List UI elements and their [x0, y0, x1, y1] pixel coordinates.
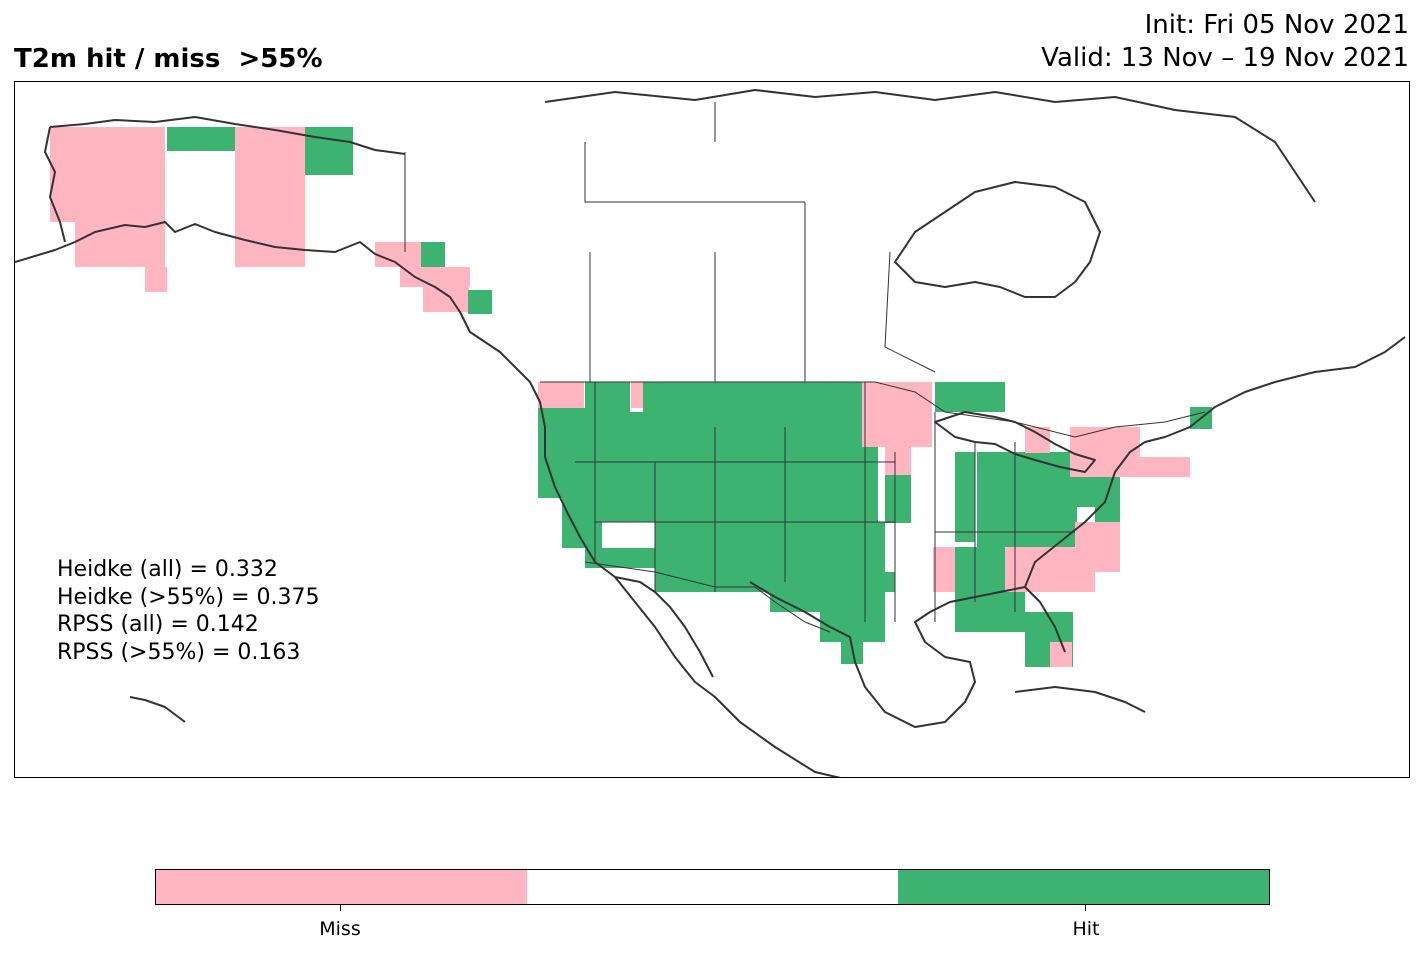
north-america-map	[15, 89, 1406, 777]
hawaii	[129, 696, 186, 723]
great-lakes	[934, 411, 1096, 473]
miss-cell	[885, 447, 911, 475]
hit-cell	[977, 452, 1077, 552]
heidke-all: Heidke (all) = 0.332	[57, 557, 278, 582]
hit-cell	[955, 547, 1010, 592]
coastline-hudson-bay	[894, 181, 1101, 298]
us-states	[575, 382, 1075, 622]
colorbar-tick-hit	[1085, 905, 1086, 911]
miss-cell	[631, 382, 643, 408]
hit-cell	[885, 475, 911, 523]
miss-cell	[1075, 522, 1120, 572]
political-borders	[404, 102, 1206, 633]
colorbar-label-hit: Hit	[1072, 918, 1100, 940]
hit-cell	[935, 382, 1005, 412]
colorbar-miss-segment	[156, 870, 527, 904]
miss-cell	[538, 382, 584, 408]
colorbar-tick-miss	[340, 905, 341, 911]
hit-cell	[421, 242, 445, 267]
miss-cell	[1050, 642, 1072, 667]
hit-cell	[598, 412, 878, 442]
score-statistics: Heidke (all) = 0.332 Heidke (>55%) = 0.3…	[57, 556, 320, 666]
verification-grid-cells	[50, 127, 1212, 667]
miss-cell	[423, 287, 469, 312]
colorbar-label-miss: Miss	[319, 918, 361, 940]
coastline-mexico-west	[614, 576, 841, 777]
canada-provinces	[404, 102, 936, 382]
coastline-alaska-west	[44, 126, 66, 243]
hit-cell	[955, 452, 975, 542]
miss-cell	[1140, 457, 1190, 477]
miss-cell	[235, 127, 305, 267]
hit-cell	[585, 548, 655, 568]
colorbar-hit-segment	[898, 870, 1269, 904]
hit-cell	[538, 408, 598, 498]
miss-cell	[1025, 427, 1050, 453]
miss-cell	[375, 242, 421, 267]
valid-period: Valid: 13 Nov – 19 Nov 2021	[1041, 43, 1409, 73]
hit-cell	[770, 582, 885, 612]
miss-cell	[400, 267, 470, 287]
coastline-west	[15, 221, 714, 678]
hit-cell	[1075, 477, 1120, 507]
coastline-gulf	[749, 581, 1066, 728]
miss-cell	[145, 267, 167, 292]
heidke-55: Heidke (>55%) = 0.375	[57, 584, 320, 610]
us-canada-border	[540, 381, 1206, 438]
hit-cell	[598, 442, 878, 522]
coastlines	[15, 89, 1406, 777]
miss-cell	[862, 382, 932, 447]
rpss-55: RPSS (>55%) = 0.163	[57, 639, 301, 665]
colorbar-neutral-segment	[527, 870, 898, 904]
hit-cell	[643, 382, 868, 412]
coastline-alaska-north	[49, 116, 406, 155]
init-date: Init: Fri 05 Nov 2021	[1144, 10, 1409, 40]
coastline-east	[1024, 336, 1406, 588]
hit-cell	[468, 290, 492, 314]
map-frame	[14, 81, 1410, 778]
miss-cell	[75, 127, 165, 267]
rpss-all: RPSS (all) = 0.142	[57, 612, 259, 637]
arctic-islands	[544, 89, 1316, 203]
hit-cell	[305, 127, 353, 175]
hit-cell	[841, 642, 863, 664]
hit-cell	[167, 127, 235, 151]
caribbean-cuba	[1014, 686, 1146, 713]
colorbar	[155, 869, 1270, 905]
map-title: T2m hit / miss >55%	[14, 44, 323, 74]
